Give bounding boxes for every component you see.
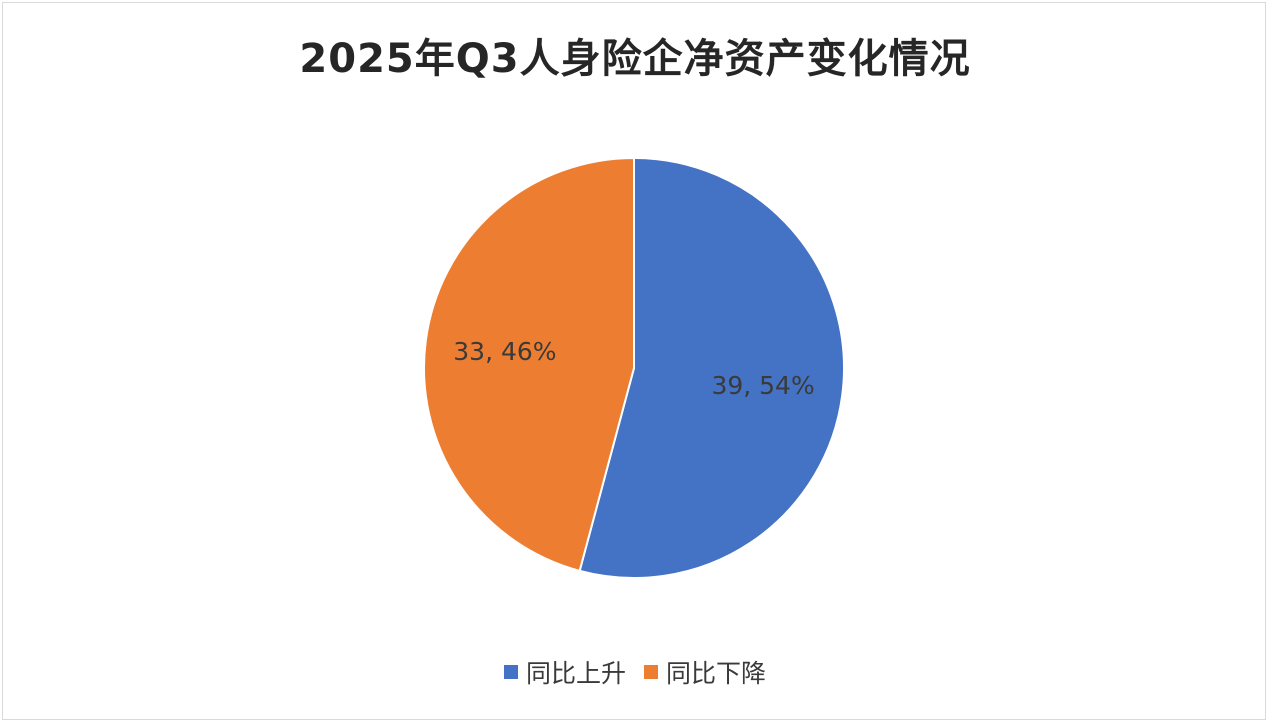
legend: 同比上升 同比下降 xyxy=(0,654,1270,690)
data-label-decrease: 33, 46% xyxy=(453,337,556,366)
legend-label-decrease: 同比下降 xyxy=(666,659,767,688)
pie-slice-increase xyxy=(578,156,845,579)
legend-item-increase: 同比上升 xyxy=(503,654,626,690)
legend-swatch-increase xyxy=(503,665,518,679)
pie-slice-decrease xyxy=(423,156,635,573)
data-label-increase: 39, 54% xyxy=(711,371,814,400)
legend-swatch-decrease xyxy=(644,665,658,679)
legend-label-increase: 同比上升 xyxy=(525,659,626,688)
chart-title: 2025年Q3人身险企净资产变化情况 xyxy=(299,36,971,82)
legend-item-decrease: 同比下降 xyxy=(644,654,766,690)
